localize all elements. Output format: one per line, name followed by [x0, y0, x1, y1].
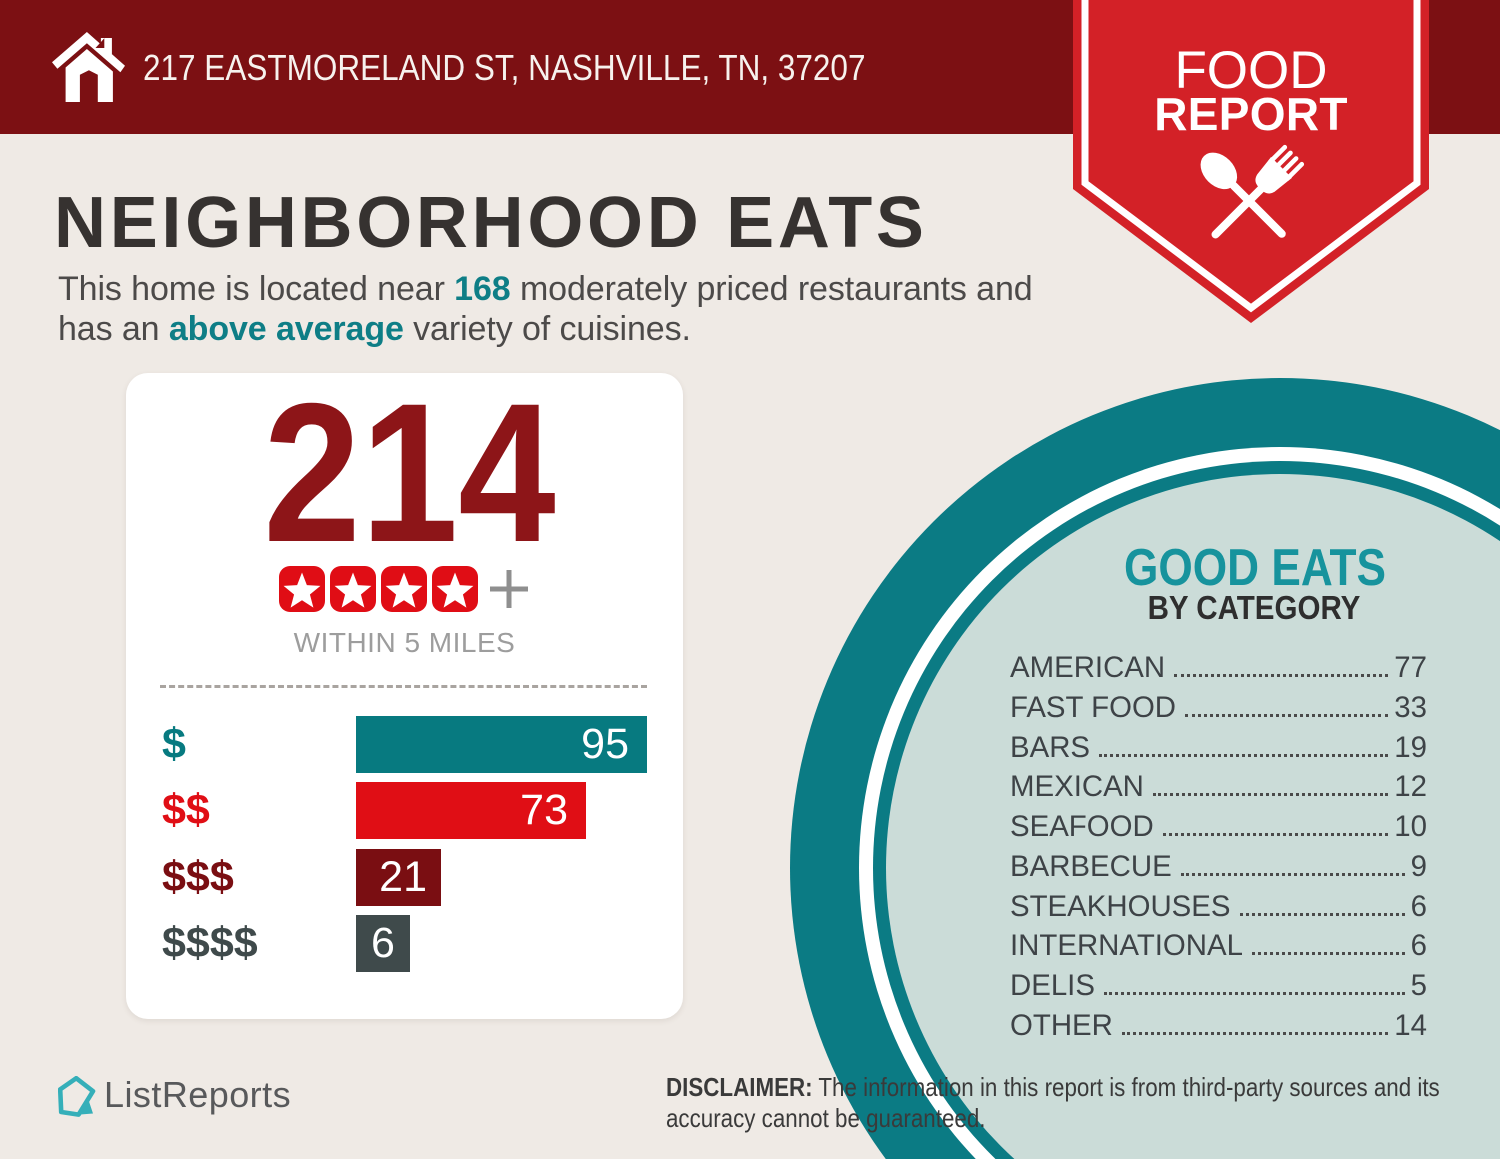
svg-text:FOOD: FOOD	[1174, 41, 1327, 100]
svg-text:REPORT: REPORT	[1154, 88, 1347, 140]
